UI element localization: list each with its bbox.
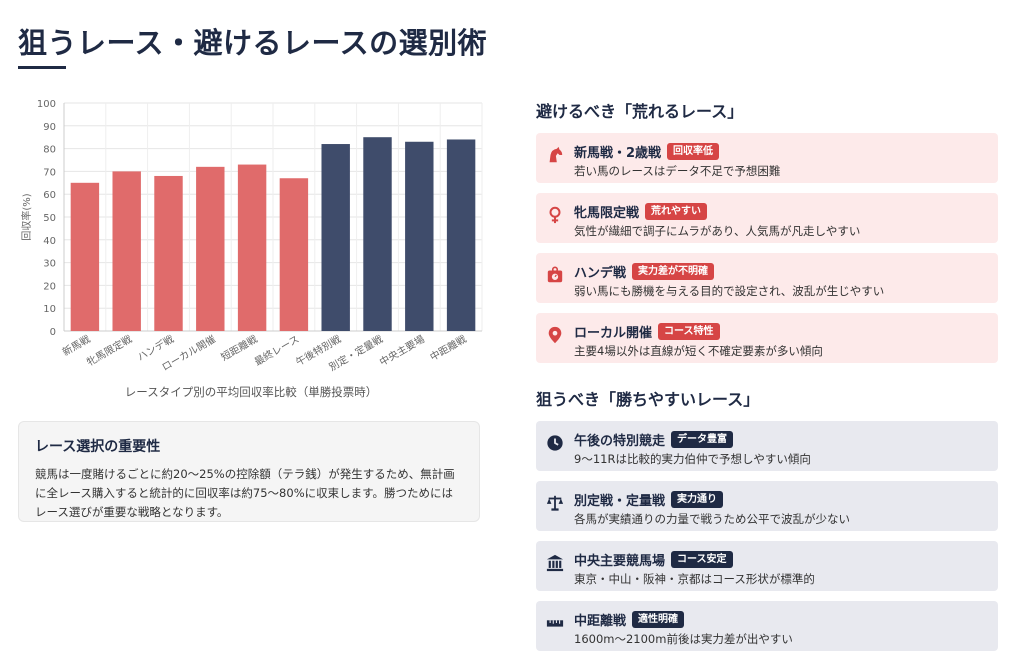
target-card-central: 中央主要競馬場 コース安定 東京・中山・阪神・京都はコース形状が標準的 (536, 541, 998, 591)
y-tick-label: 0 (50, 327, 56, 338)
card-title: 中距離戦 (574, 613, 627, 629)
target-heading: 狙うべき「勝ちやすいレース」 (536, 390, 760, 409)
bar (321, 144, 350, 331)
card-description: 主要4場以外は直線が短く不確定要素が多い傾向 (574, 344, 823, 358)
avoid-card-hinba: 牝馬限定戦 荒れやすい 気性が繊細で調子にムラがあり、人気馬が凡走しやすい (536, 193, 998, 243)
status-badge: コース特性 (658, 322, 720, 340)
clock-icon (547, 435, 563, 451)
card-title: 新馬戦・2歳戦 (574, 145, 662, 161)
note-text: 競馬は一度賭けるごとに約20〜25%の控除額（テラ銭）が発生するため、無計画に全… (35, 467, 455, 519)
bar (154, 175, 183, 331)
weight-icon (547, 266, 563, 283)
y-tick-label: 10 (43, 304, 56, 315)
status-badge: 適性明確 (632, 610, 685, 628)
status-badge: 実力通り (671, 490, 724, 508)
status-badge: 回収率低 (667, 142, 720, 160)
y-tick-label: 20 (43, 281, 56, 292)
y-tick-label: 40 (43, 236, 56, 247)
landmark-icon (546, 554, 564, 572)
y-tick-label: 60 (43, 190, 56, 201)
bar (405, 141, 434, 331)
card-title: ローカル開催 (574, 325, 653, 341)
horse-icon (549, 146, 563, 163)
note-box: レース選択の重要性 競馬は一度賭けるごとに約20〜25%の控除額（テラ銭）が発生… (18, 421, 480, 522)
y-axis-label: 回収率(%) (20, 193, 33, 240)
card-title: ハンデ戦 (574, 265, 627, 281)
y-tick-label: 80 (43, 145, 56, 156)
card-title: 中央主要競馬場 (574, 553, 666, 569)
avoid-heading: 避けるべき「荒れるレース」 (536, 102, 744, 121)
bar (279, 178, 309, 331)
card-description: 9〜11Rは比較的実力伯仲で予想しやすい傾向 (574, 452, 811, 466)
y-tick-label: 100 (37, 99, 56, 110)
x-axis-label: レースタイプ別の平均回収率比較（単勝投票時） (125, 385, 377, 399)
card-title: 午後の特別競走 (574, 433, 666, 449)
card-description: 東京・中山・阪神・京都はコース形状が標準的 (574, 572, 815, 586)
y-tick-label: 30 (43, 259, 56, 270)
avoid-card-handicap: ハンデ戦 実力差が不明確 弱い馬にも勝機を与える目的で設定され、波乱が生じやすい (536, 253, 998, 303)
x-tick-label: 牝馬限定戦 (84, 332, 134, 368)
target-card-betei: 別定戦・定量戦 実力通り 各馬が実績通りの力量で戦うため公平で波乱が少ない (536, 481, 998, 531)
note-title: レース選択の重要性 (35, 439, 161, 455)
bar (363, 137, 392, 331)
venus-icon (549, 206, 561, 224)
y-tick-label: 90 (43, 122, 56, 133)
status-badge: データ豊富 (671, 430, 734, 448)
avoid-card-local: ローカル開催 コース特性 主要4場以外は直線が短く不確定要素が多い傾向 (536, 313, 998, 363)
card-description: 1600m〜2100m前後は実力差が出やすい (574, 632, 793, 646)
bar (70, 182, 100, 331)
x-tick-label: 最終レース (252, 332, 301, 368)
map-pin-icon (548, 326, 562, 344)
x-tick-label: 中央主要場 (377, 332, 427, 368)
scale-icon (546, 495, 564, 511)
bar (112, 171, 141, 331)
target-card-middle: 中距離戦 適性明確 1600m〜2100m前後は実力差が出やすい (536, 601, 998, 651)
card-description: 若い馬のレースはデータ不足で予想困難 (574, 164, 781, 178)
target-card-afternoon: 午後の特別競走 データ豊富 9〜11Rは比較的実力伯仲で予想しやすい傾向 (536, 421, 998, 471)
title-underline (18, 66, 66, 69)
ruler-icon (546, 620, 564, 627)
card-description: 気性が繊細で調子にムラがあり、人気馬が凡走しやすい (574, 224, 861, 238)
y-tick-label: 50 (43, 213, 56, 224)
bar (196, 166, 225, 331)
card-title: 牝馬限定戦 (574, 205, 640, 221)
avoid-card-shinba: 新馬戦・2歳戦 回収率低 若い馬のレースはデータ不足で予想困難 (536, 133, 998, 183)
bar (446, 139, 476, 331)
card-description: 各馬が実績通りの力量で戦うため公平で波乱が少ない (574, 512, 850, 526)
y-tick-label: 70 (43, 167, 56, 178)
bar (237, 164, 267, 331)
x-tick-label: 新馬戦 (60, 332, 92, 358)
x-tick-label: 中距離戦 (427, 332, 468, 363)
card-title: 別定戦・定量戦 (574, 493, 666, 509)
status-badge: コース安定 (671, 550, 733, 568)
page-title: 狙うレース・避けるレースの選別術 (18, 26, 488, 60)
status-badge: 実力差が不明確 (632, 262, 715, 280)
status-badge: 荒れやすい (645, 202, 708, 220)
card-description: 弱い馬にも勝機を与える目的で設定され、波乱が生じやすい (574, 284, 885, 298)
